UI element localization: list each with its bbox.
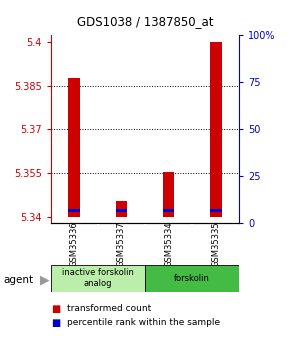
Bar [51, 265, 145, 292]
Text: GDS1038 / 1387850_at: GDS1038 / 1387850_at [77, 16, 213, 29]
Text: forskolin: forskolin [174, 274, 210, 283]
Text: inactive forskolin
analog: inactive forskolin analog [62, 268, 134, 288]
Text: ■: ■ [51, 318, 60, 327]
Text: ■: ■ [51, 304, 60, 314]
Bar [210, 42, 222, 217]
Bar [115, 201, 127, 217]
Bar [163, 171, 175, 217]
Text: GSM35336: GSM35336 [70, 221, 79, 267]
Text: GSM35335: GSM35335 [211, 221, 220, 267]
Bar [163, 209, 175, 212]
Text: GSM35337: GSM35337 [117, 221, 126, 267]
Bar [115, 209, 127, 212]
Bar [210, 209, 222, 212]
Text: percentile rank within the sample: percentile rank within the sample [67, 318, 220, 327]
Bar [68, 209, 80, 212]
Text: transformed count: transformed count [67, 304, 151, 313]
Bar [68, 78, 80, 217]
Text: ▶: ▶ [40, 274, 50, 287]
Text: GSM35334: GSM35334 [164, 221, 173, 267]
Bar [145, 265, 239, 292]
Text: agent: agent [3, 275, 33, 285]
